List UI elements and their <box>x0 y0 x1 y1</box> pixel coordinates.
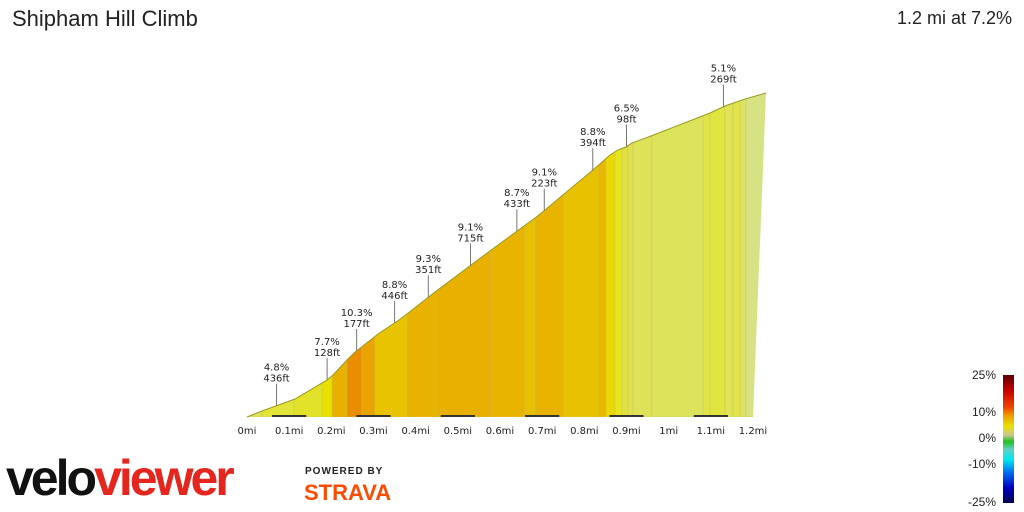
gradient-strip <box>361 93 376 417</box>
x-tick-label: 0.3mi <box>359 426 387 437</box>
gradient-strip <box>621 93 629 417</box>
axis-band <box>272 415 307 417</box>
legend-tick-label: 0% <box>979 431 997 445</box>
annotation-length: 715ft <box>457 233 483 244</box>
gradient-strip <box>374 93 408 417</box>
segment-annotation: 10.3%177ft <box>341 308 373 351</box>
x-tick-label: 0.5mi <box>444 426 472 437</box>
annotation-gradient: 6.5% <box>614 104 639 115</box>
annotation-gradient: 7.7% <box>314 337 339 348</box>
x-tick-label: 0.7mi <box>528 426 556 437</box>
gradient-strip <box>331 93 348 417</box>
annotation-gradient: 5.1% <box>711 64 736 75</box>
segment-annotation: 7.7%128ft <box>314 337 340 380</box>
gradient-strip <box>435 93 492 417</box>
legend-tick-label: -10% <box>968 457 996 471</box>
gradient-strip <box>632 93 653 417</box>
annotation-gradient: 9.1% <box>458 222 483 233</box>
segment-annotation: 5.1%269ft <box>710 64 737 107</box>
legend-tick-label: -25% <box>968 495 996 509</box>
x-tick-label: 0.8mi <box>570 426 598 437</box>
x-tick-label: 1mi <box>659 426 678 437</box>
gradient-strip <box>614 93 623 417</box>
annotation-gradient: 4.8% <box>264 363 289 374</box>
logo-velo: velo <box>6 450 97 506</box>
climb-summary: 1.2 mi at 7.2% <box>896 8 1012 28</box>
gradient-strip <box>293 93 323 417</box>
veloviewer-logo: veloviewer <box>6 450 235 506</box>
x-tick-label: 0.1mi <box>275 426 303 437</box>
segment-annotation: 8.7%433ft <box>504 188 530 232</box>
annotation-gradient: 10.3% <box>341 308 373 319</box>
gradient-strip <box>732 93 741 417</box>
gradient-legend-bar <box>1003 375 1014 503</box>
x-tick-label: 0.6mi <box>486 426 514 437</box>
segment-annotation: 9.1%223ft <box>531 168 558 211</box>
segment-annotation: 4.8%436ft <box>263 363 290 406</box>
annotation-length: 351ft <box>415 265 441 276</box>
annotation-gradient: 9.3% <box>416 254 441 265</box>
annotation-length: 177ft <box>343 319 369 330</box>
gradient-strip <box>346 93 363 417</box>
gradient-strip <box>724 93 734 417</box>
gradient-strips <box>247 93 766 417</box>
annotation-length: 446ft <box>381 291 407 302</box>
x-tick-label: 1.1mi <box>697 426 725 437</box>
annotation-length: 269ft <box>710 75 736 86</box>
annotation-gradient: 8.7% <box>504 188 529 199</box>
annotation-gradient: 8.8% <box>382 280 407 291</box>
gradient-strip <box>534 93 565 417</box>
gradient-strip <box>651 93 704 417</box>
x-tick-label: 0.9mi <box>612 426 640 437</box>
axis-band <box>693 415 728 417</box>
axis-band <box>525 415 560 417</box>
segment-annotation: 9.1%715ft <box>457 222 484 266</box>
gradient-strip <box>745 93 766 417</box>
x-tick-label: 0mi <box>238 426 257 437</box>
gradient-strip <box>702 93 711 417</box>
annotation-length: 436ft <box>263 374 289 385</box>
logo-viewer: viewer <box>94 450 235 506</box>
annotation-length: 98ft <box>617 115 637 126</box>
profile-outline <box>246 92 767 418</box>
page-title: Shipham Hill Climb <box>12 6 198 31</box>
gradient-strip <box>627 93 634 417</box>
segment-annotation: 9.3%351ft <box>415 254 442 298</box>
gradient-strip <box>739 93 747 417</box>
x-tick-label: 0.2mi <box>317 426 345 437</box>
x-tick-label: 1.2mi <box>739 426 767 437</box>
strava-logo: STRAVA <box>304 480 392 505</box>
gradient-strip <box>709 93 726 417</box>
axis-band <box>440 415 475 417</box>
gradient-strip <box>524 93 536 417</box>
gradient-strip <box>490 93 526 417</box>
annotation-length: 433ft <box>504 199 530 210</box>
legend-tick-label: 10% <box>972 405 996 419</box>
gradient-strip <box>247 93 263 417</box>
axis-band <box>356 415 391 417</box>
legend-tick-label: 25% <box>972 368 996 382</box>
axis-band <box>609 415 644 417</box>
annotation-gradient: 9.1% <box>532 168 557 179</box>
x-tick-label: 0.4mi <box>401 426 429 437</box>
annotation-gradient: 8.8% <box>580 127 605 138</box>
gradient-strip <box>605 93 616 417</box>
annotation-length: 394ft <box>580 138 606 149</box>
annotation-length: 128ft <box>314 348 340 359</box>
segment-annotation: 8.8%446ft <box>381 280 408 323</box>
annotation-length: 223ft <box>531 179 557 190</box>
powered-by-label: POWERED BY <box>305 466 384 477</box>
segment-annotation: 6.5%98ft <box>614 104 639 147</box>
gradient-strip <box>406 93 437 417</box>
segment-annotation: 8.8%394ft <box>580 127 606 171</box>
